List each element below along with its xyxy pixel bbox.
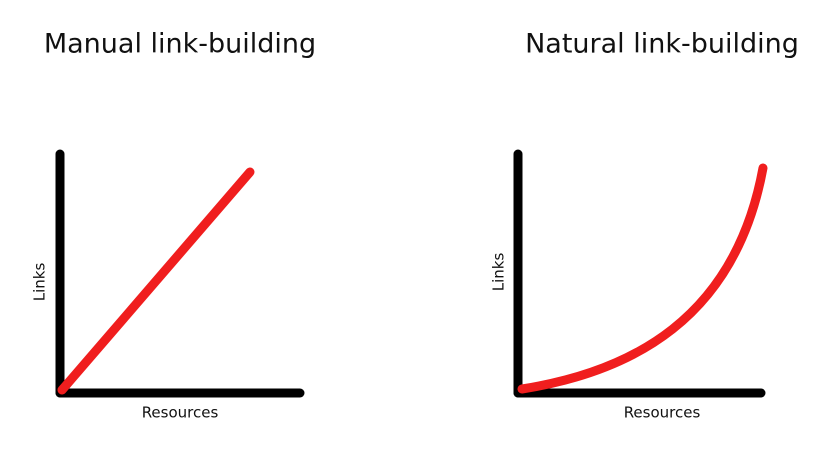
exponential-curve bbox=[517, 163, 768, 394]
linear-curve bbox=[57, 167, 255, 395]
manual-panel: Manual link-building Resources Links bbox=[31, 29, 317, 422]
panel-title: Manual link-building bbox=[44, 29, 316, 60]
x-axis-label: Resources bbox=[624, 404, 701, 422]
natural-panel: Natural link-building Resources Links bbox=[490, 29, 799, 422]
panel-title: Natural link-building bbox=[525, 29, 799, 60]
x-axis-label: Resources bbox=[142, 404, 219, 422]
y-axis-label: Links bbox=[31, 263, 49, 302]
y-axis-label: Links bbox=[490, 253, 508, 292]
